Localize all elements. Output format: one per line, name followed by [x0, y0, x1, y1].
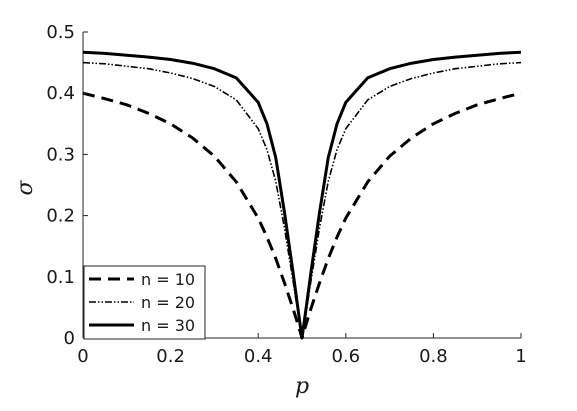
x-tick-label: 0 — [77, 346, 88, 367]
y-tick-label: 0.4 — [46, 83, 75, 104]
y-axis-label: σ — [13, 180, 38, 196]
legend-entry: n = 10 — [141, 270, 195, 289]
series-layer — [82, 50, 522, 340]
x-tick-label: 0.8 — [419, 346, 448, 367]
legend: n = 10 n = 20 n = 30 — [83, 265, 206, 340]
y-tick-label: 0.5 — [46, 22, 75, 43]
x-tick-label: 1 — [515, 346, 526, 367]
legend-entry: n = 30 — [141, 316, 195, 335]
x-axis-label: p — [295, 374, 309, 399]
x-tick-label: 0.2 — [156, 346, 185, 367]
ticks-layer: 0 0.2 0.4 0.6 0.8 1 0 0.1 0.2 0.3 0.4 0.5 — [46, 22, 526, 367]
series-line-n20 — [82, 61, 522, 339]
y-tick-label: 0.2 — [46, 206, 75, 227]
legend-box — [83, 265, 206, 340]
x-tick-label: 0.4 — [244, 346, 273, 367]
y-tick-label: 0.3 — [46, 144, 75, 165]
legend-entry: n = 20 — [141, 293, 195, 312]
x-tick-label: 0.6 — [331, 346, 360, 367]
y-tick-label: 0.1 — [46, 267, 75, 288]
series-line-n30 — [82, 50, 522, 340]
y-tick-label: 0 — [64, 328, 75, 349]
